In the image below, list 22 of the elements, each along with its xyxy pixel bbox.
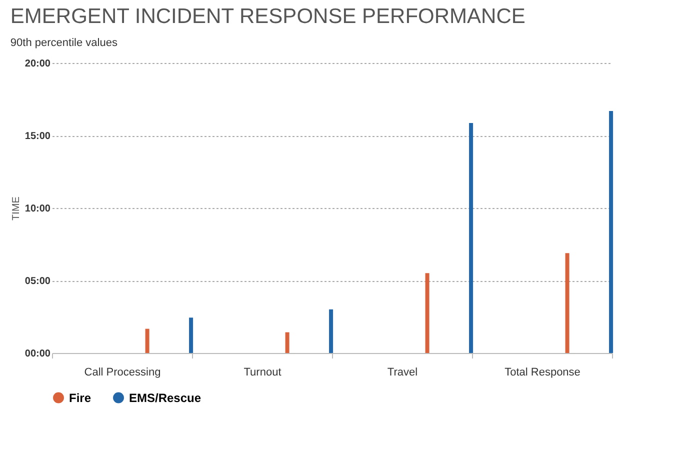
- x-tick-label: Travel: [387, 366, 418, 378]
- x-tick-label: Turnout: [244, 366, 282, 378]
- chart-subtitle: 90th percentile values: [10, 37, 118, 49]
- legend-label: Fire: [69, 390, 92, 405]
- legend-label: EMS/Rescue: [129, 390, 202, 405]
- y-tick-label: 15:00: [24, 131, 51, 142]
- bar: [329, 309, 334, 353]
- chart-title: EMERGENT INCIDENT RESPONSE PERFORMANCE: [10, 5, 526, 28]
- bar: [609, 110, 614, 353]
- bar: [189, 318, 194, 353]
- bar: [145, 328, 150, 353]
- bar: [565, 253, 570, 353]
- bar: [425, 273, 430, 353]
- y-tick-label: 20:00: [24, 58, 51, 70]
- y-tick-label: 10:00: [24, 204, 51, 214]
- y-tick-label: 00:00: [24, 348, 51, 360]
- y-tick-label: 05:00: [24, 276, 51, 287]
- x-tick-label: Call Processing: [84, 366, 161, 378]
- bar: [469, 123, 474, 353]
- bar: [285, 332, 290, 353]
- y-axis-title: TIME: [10, 196, 22, 220]
- x-tick-label: Total Response: [504, 366, 580, 378]
